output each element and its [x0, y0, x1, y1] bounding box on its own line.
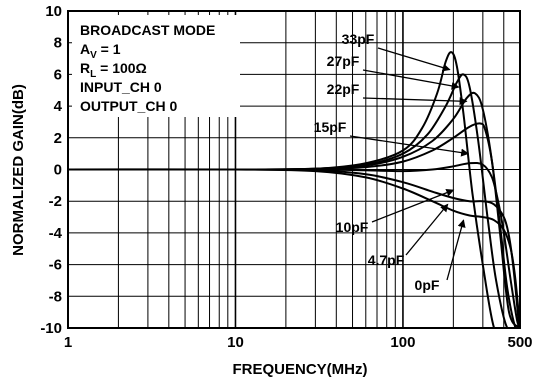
- x-axis-label: FREQUENCY(MHz): [233, 361, 368, 378]
- y-tick-label: -2: [49, 193, 62, 210]
- y-tick-label: -4: [49, 225, 63, 242]
- annotation-arrow: [371, 188, 455, 223]
- series-label-4-7pf: 4.7pF: [368, 252, 405, 268]
- y-tick-label: 8: [54, 35, 62, 52]
- x-tick-label: 10: [227, 334, 244, 351]
- series-annotations: 33pF 27pF 22pF 15pF 10pF 4.7pF 0pF: [314, 31, 470, 293]
- y-tick-label: -10: [40, 320, 62, 337]
- series-label-33pf: 33pF: [342, 31, 375, 47]
- y-axis-label: NORMALIZED GAIN(dB): [10, 84, 27, 256]
- y-tick-label: 2: [54, 130, 62, 147]
- series-label-15pf: 15pF: [314, 119, 347, 135]
- legend-line: OUTPUT_CH 0: [80, 98, 177, 114]
- y-tick-label: -8: [49, 288, 62, 305]
- series-label-27pf: 27pF: [327, 53, 360, 69]
- legend-line: BROADCAST MODE: [80, 22, 215, 38]
- y-tick-label: 6: [54, 66, 62, 83]
- annotation-arrow: [349, 135, 470, 157]
- annotation-arrow: [405, 203, 449, 256]
- legend-line: INPUT_CH 0: [80, 79, 162, 95]
- y-tick-label: 0: [54, 162, 62, 179]
- x-tick-label: 1: [64, 334, 72, 351]
- y-tick-label: 4: [54, 98, 63, 115]
- series-label-0pf: 0pF: [415, 277, 440, 293]
- legend-line: AV = 1: [80, 41, 121, 61]
- annotation-arrow: [446, 219, 466, 281]
- annotation-arrow: [377, 47, 451, 72]
- y-tick-label: 10: [45, 3, 62, 20]
- series-line-10pf: [68, 161, 520, 328]
- annotation-arrow: [362, 69, 460, 90]
- y-tick-label: -6: [49, 257, 62, 274]
- series-label-10pf: 10pF: [336, 219, 369, 235]
- legend-background: [72, 15, 240, 117]
- x-tick-label: 500: [507, 334, 532, 351]
- series-line-0pf: [68, 168, 520, 328]
- series-line-15pf: [68, 122, 520, 328]
- tick-labels: 10 8 6 4 2 0 -2 -4 -6 -8 -101 10 100 500: [40, 3, 532, 351]
- legend-line: RL = 100Ω: [80, 60, 147, 80]
- x-tick-label: 100: [390, 334, 415, 351]
- series-label-22pf: 22pF: [327, 81, 360, 97]
- annotation-arrow: [362, 97, 468, 106]
- series-line-4-7pf: [68, 168, 520, 328]
